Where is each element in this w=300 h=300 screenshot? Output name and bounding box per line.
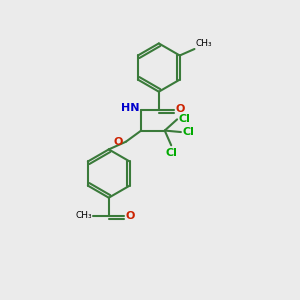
Text: Cl: Cl <box>178 114 190 124</box>
Text: CH₃: CH₃ <box>75 212 92 220</box>
Text: O: O <box>176 104 185 114</box>
Text: CH₃: CH₃ <box>196 39 213 48</box>
Text: O: O <box>113 137 123 147</box>
Text: O: O <box>126 211 135 221</box>
Text: HN: HN <box>121 103 140 113</box>
Text: Cl: Cl <box>165 148 177 158</box>
Text: Cl: Cl <box>182 127 194 137</box>
